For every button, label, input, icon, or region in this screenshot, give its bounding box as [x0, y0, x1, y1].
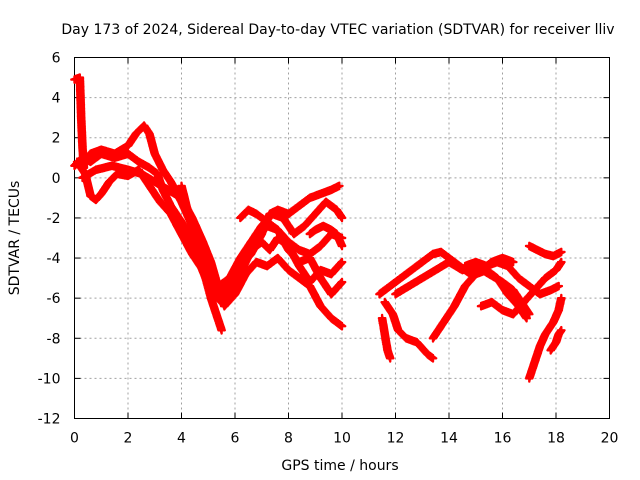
y-tick-label: 0: [52, 171, 61, 187]
x-tick-label: 20: [601, 431, 619, 447]
series-track-6: [177, 181, 226, 335]
series-layer: [70, 73, 566, 383]
x-tick-label: 14: [440, 431, 458, 447]
x-tick-label: 0: [70, 431, 79, 447]
x-tick-label: 6: [231, 431, 240, 447]
x-tick-label: 8: [284, 431, 293, 447]
x-tick-label: 16: [494, 431, 512, 447]
series-track-9: [305, 221, 347, 251]
x-tick-label: 4: [177, 431, 186, 447]
y-tick-label: -12: [38, 412, 61, 428]
x-tick-label: 10: [333, 431, 351, 447]
y-tick-label: 2: [52, 131, 61, 147]
series-track-8: [236, 205, 347, 259]
y-tick-label: -8: [47, 331, 61, 347]
series-track-19: [546, 325, 566, 355]
y-tick-label: -4: [47, 251, 61, 267]
series-track-16: [476, 257, 566, 319]
y-tick-label: 6: [52, 51, 61, 67]
x-tick-label: 12: [387, 431, 405, 447]
y-tick-label: -6: [47, 291, 61, 307]
x-tick-label: 2: [124, 431, 133, 447]
y-tick-label: 4: [52, 91, 61, 107]
series-track-10: [377, 313, 395, 363]
x-tick-label: 18: [547, 431, 565, 447]
y-axis-ticks: -12 -10 -8 -6 -4 -2 0 2 4 6: [38, 51, 610, 428]
y-axis-label: SDTVAR / TECUs: [7, 181, 23, 296]
chart-title: Day 173 of 2024, Sidereal Day-to-day VTE…: [61, 22, 614, 38]
y-tick-label: -2: [47, 211, 61, 227]
series-track-17: [524, 241, 566, 261]
x-axis-ticks: 0 2 4 6 8 10 12 14 16 18 20: [70, 57, 619, 447]
series-track-11: [380, 297, 438, 363]
x-axis-label: GPS time / hours: [281, 458, 398, 474]
y-tick-label: -10: [38, 371, 61, 387]
series-track-18: [524, 293, 566, 383]
